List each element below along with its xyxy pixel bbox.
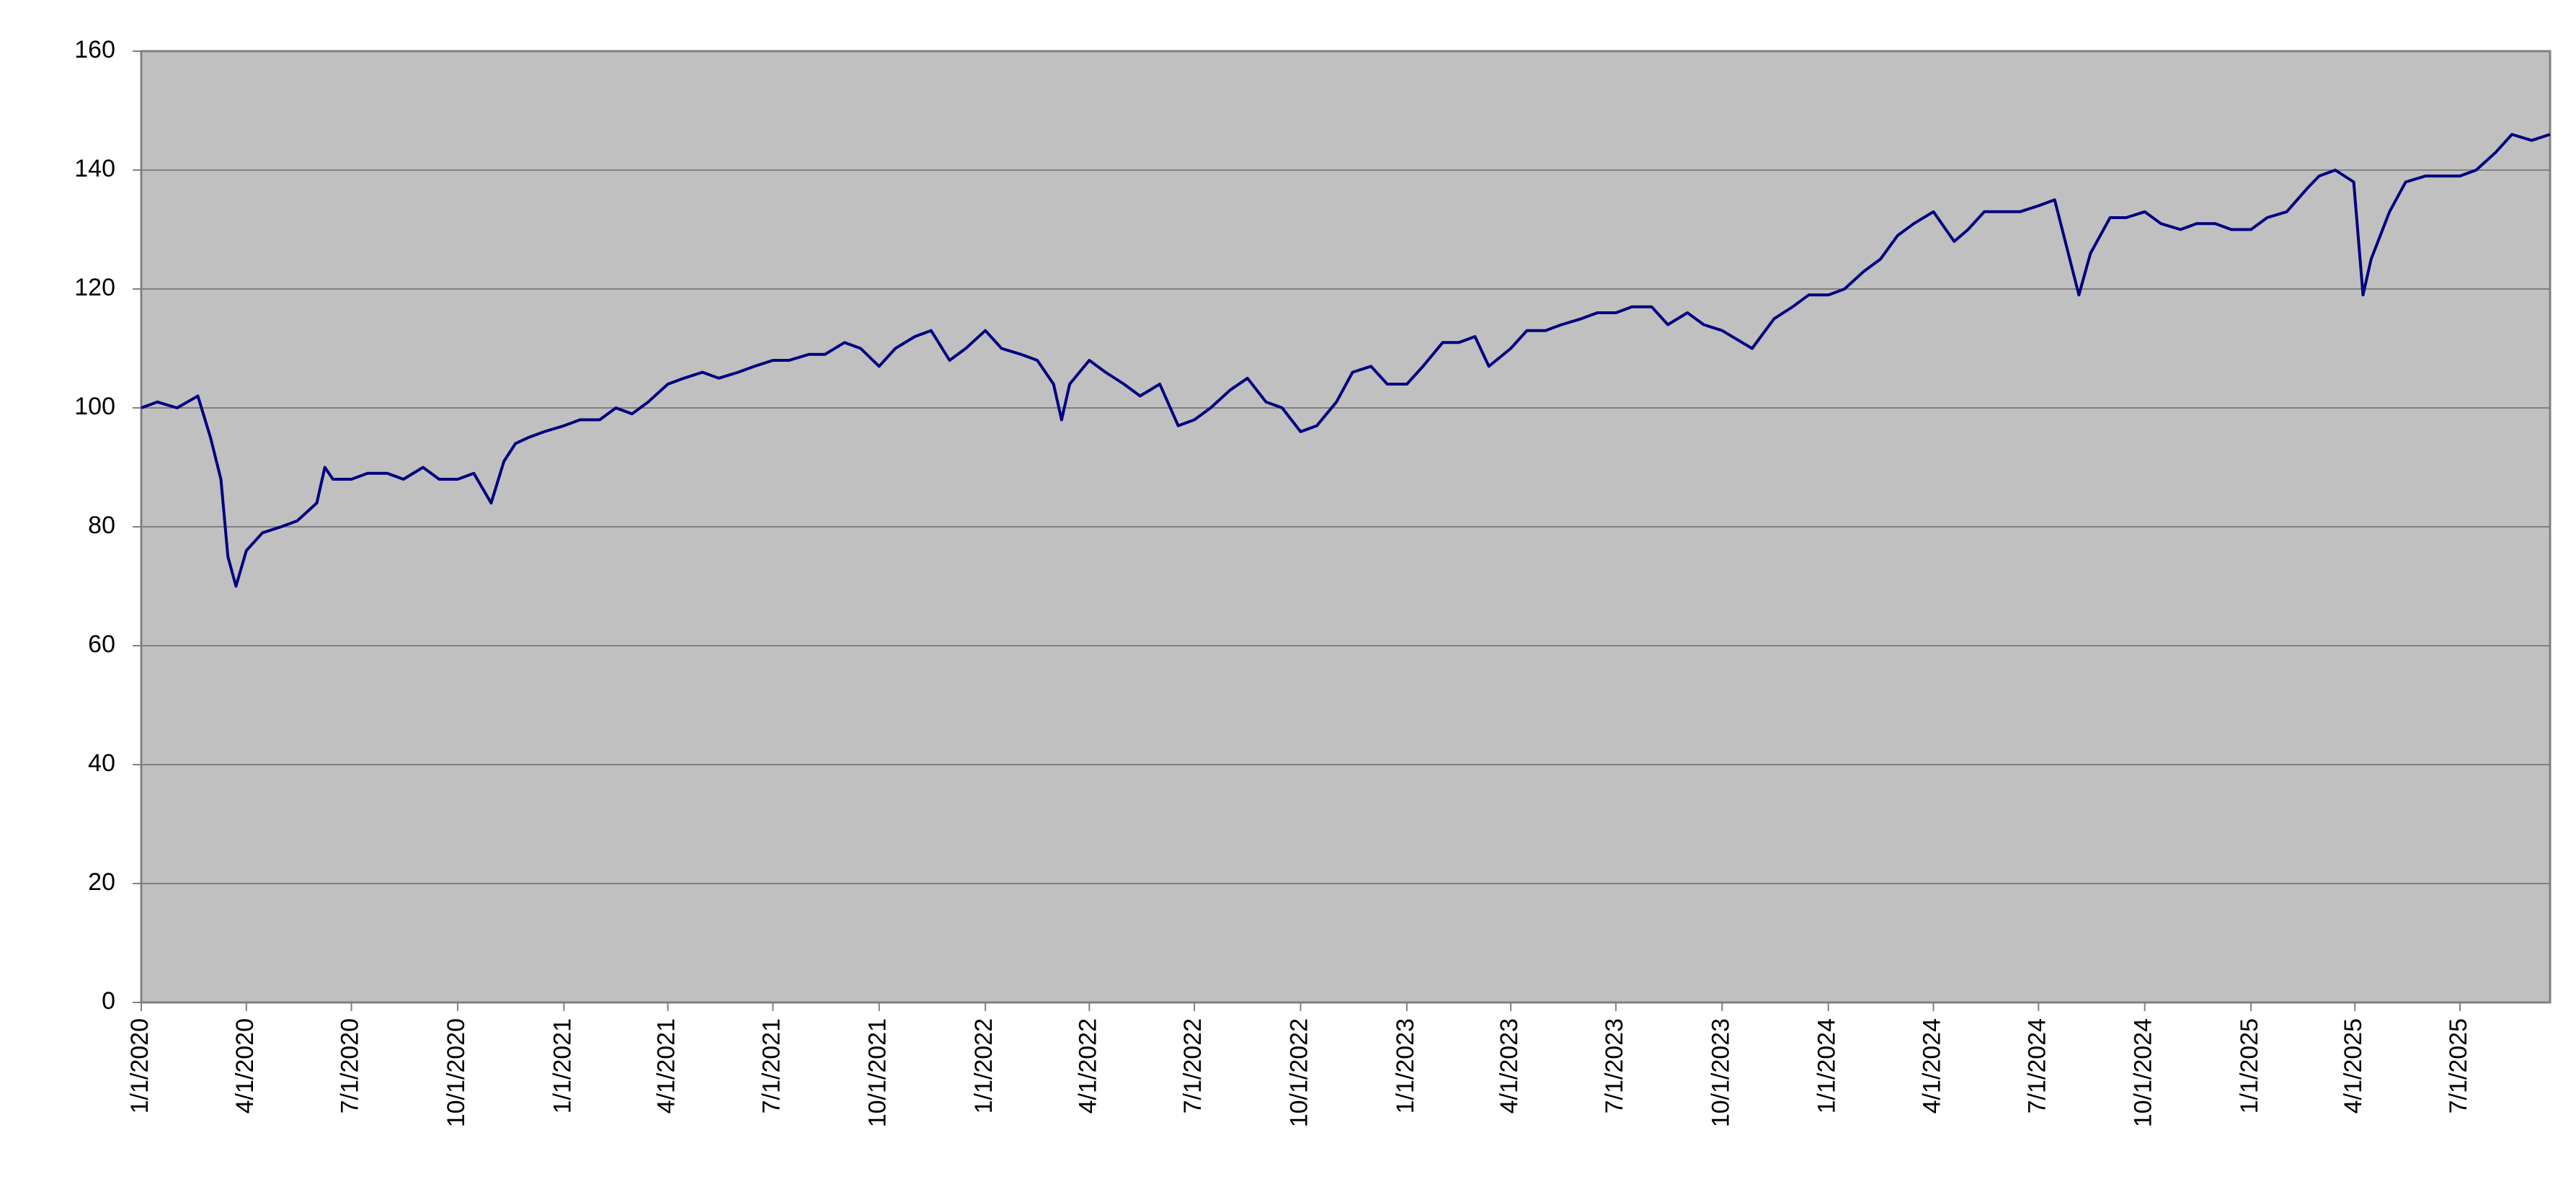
y-tick-label: 80 [88,512,115,539]
y-tick-label: 20 [88,868,115,896]
x-tick-label: 1/1/2021 [548,1018,576,1113]
y-tick-label: 60 [88,631,115,658]
x-tick-label: 1/1/2023 [1392,1018,1419,1113]
x-tick-label: 1/1/2022 [970,1018,998,1113]
data-line [141,133,2551,588]
x-tick-label: 1/1/2020 [126,1018,154,1113]
x-tick-label: 4/1/2024 [1918,1018,1945,1113]
x-tick-label: 1/1/2025 [2236,1018,2263,1113]
x-tick-label: 7/1/2020 [337,1018,364,1113]
x-tick-label: 7/1/2025 [2445,1018,2472,1113]
x-tick-label: 7/1/2022 [1179,1018,1207,1113]
x-tick-label: 4/1/2025 [2340,1018,2367,1113]
x-tick-label: 10/1/2023 [1707,1018,1734,1127]
x-tick-label: 4/1/2023 [1496,1018,1523,1113]
x-tick-label: 4/1/2020 [231,1018,259,1113]
x-tick-label: 10/1/2021 [864,1018,892,1127]
plot-border [140,50,2551,1004]
y-tick-label: 120 [74,274,115,301]
x-tick-label: 1/1/2024 [1813,1018,1841,1113]
y-tick-label: 140 [74,155,115,182]
y-tick-label: 100 [74,393,115,420]
x-tick-label: 10/1/2024 [2130,1018,2157,1127]
x-tick-label: 10/1/2022 [1286,1018,1313,1127]
x-tick-label: 10/1/2020 [443,1018,470,1127]
x-tick-label: 7/1/2023 [1601,1018,1628,1113]
y-tick-label: 160 [74,36,115,63]
x-tick-label: 4/1/2021 [653,1018,680,1113]
y-tick-label: 40 [88,749,115,777]
y-tick-label: 0 [102,987,115,1015]
x-tick-label: 4/1/2022 [1074,1018,1101,1113]
x-tick-label: 7/1/2021 [758,1018,785,1113]
x-tick-label: 7/1/2024 [2023,1018,2051,1113]
